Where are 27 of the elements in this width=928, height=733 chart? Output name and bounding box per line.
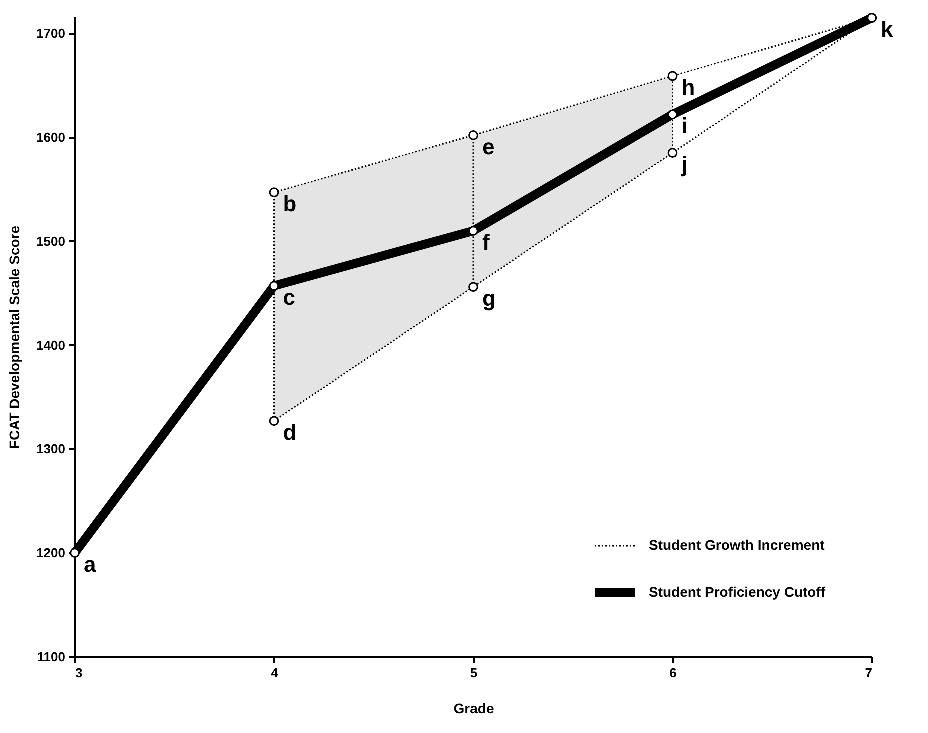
y-tick-label: 1400 (36, 338, 66, 353)
x-tick-label: 5 (470, 666, 478, 680)
y-axis-title: FCAT Developmental Scale Score (6, 226, 23, 450)
x-tick-label: 3 (76, 666, 83, 680)
annotation: e (482, 134, 495, 160)
y-tick-label: 1300 (36, 442, 66, 457)
y-tick-label: 1700 (36, 26, 66, 42)
annotation: f (482, 230, 490, 256)
annotation: b (283, 192, 297, 217)
annotation: a (84, 552, 97, 578)
annotation: i (682, 114, 688, 139)
x-tick-label: 4 (271, 666, 280, 680)
annotation: c (283, 285, 296, 310)
x-tick-label: 6 (670, 666, 677, 680)
annotation: g (482, 286, 496, 312)
y-tick-label: 1200 (36, 546, 66, 561)
annotation: j (680, 152, 688, 178)
annotation: h (682, 75, 696, 100)
annotation: d (283, 420, 297, 446)
x-tick-label: 7 (865, 666, 872, 680)
legend-label: Student Growth Increment (649, 537, 826, 553)
legend-label: Student Proficiency Cutoff (649, 584, 826, 600)
y-tick-label: 1100 (37, 650, 66, 664)
x-axis-title: Grade (454, 700, 494, 716)
annotation: k (881, 17, 894, 42)
y-tick-label: 1500 (36, 234, 66, 249)
y-tick-label: 1600 (36, 130, 66, 146)
